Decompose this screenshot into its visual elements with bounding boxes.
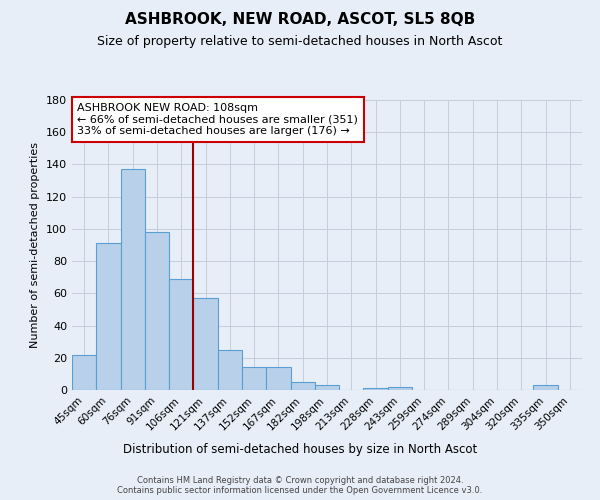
Bar [169,279,193,390]
Text: Distribution of semi-detached houses by size in North Ascot: Distribution of semi-detached houses by … [123,444,477,456]
Bar [533,385,558,390]
Bar [193,298,218,390]
Bar [364,388,388,390]
Y-axis label: Number of semi-detached properties: Number of semi-detached properties [31,142,40,348]
Bar [242,368,266,390]
Text: Contains HM Land Registry data © Crown copyright and database right 2024.: Contains HM Land Registry data © Crown c… [137,476,463,485]
Bar [145,232,169,390]
Text: ASHBROOK NEW ROAD: 108sqm
← 66% of semi-detached houses are smaller (351)
33% of: ASHBROOK NEW ROAD: 108sqm ← 66% of semi-… [77,103,358,136]
Bar [266,368,290,390]
Text: Size of property relative to semi-detached houses in North Ascot: Size of property relative to semi-detach… [97,35,503,48]
Text: Contains public sector information licensed under the Open Government Licence v3: Contains public sector information licen… [118,486,482,495]
Bar [290,382,315,390]
Bar [96,244,121,390]
Bar [218,350,242,390]
Bar [121,170,145,390]
Bar [315,385,339,390]
Bar [72,354,96,390]
Text: ASHBROOK, NEW ROAD, ASCOT, SL5 8QB: ASHBROOK, NEW ROAD, ASCOT, SL5 8QB [125,12,475,28]
Bar [388,387,412,390]
